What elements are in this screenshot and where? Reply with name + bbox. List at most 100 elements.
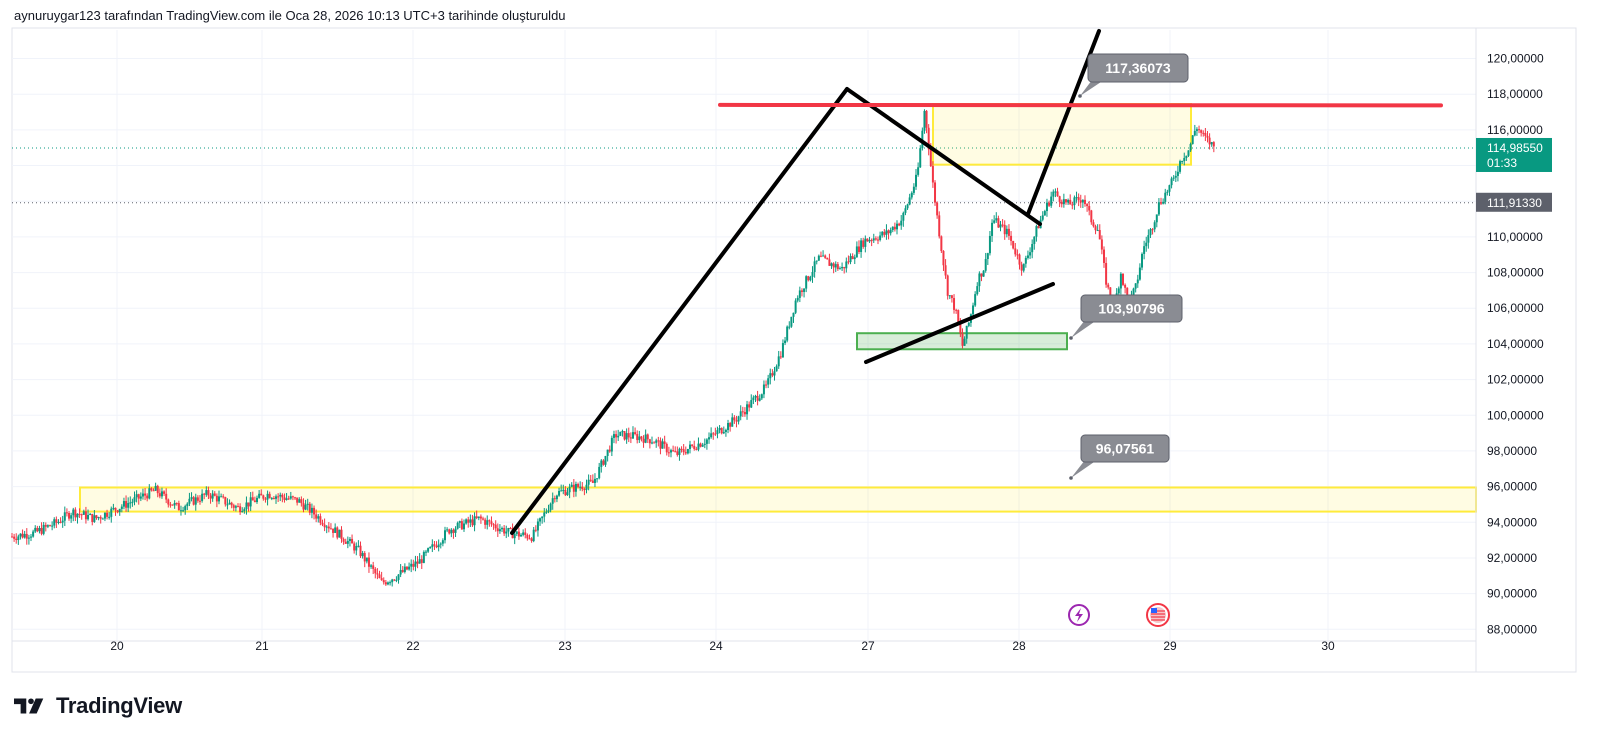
candle-body [756,395,759,401]
candle-body [228,502,231,505]
candle-body [604,455,607,465]
candle-body [160,491,163,497]
candle-body [217,496,220,502]
candle-body [55,519,58,523]
candle-body [283,497,286,500]
candle-body [627,433,630,438]
candle-body [1200,130,1203,133]
callout-anchor [1069,476,1073,480]
candle-body [959,323,962,334]
candle-body [811,271,814,277]
candle-body [479,516,482,519]
candle-body [606,449,609,456]
candle-body [655,440,658,443]
candle-body [697,443,700,450]
candle-body [739,411,742,417]
candle-body [1183,157,1186,161]
candle-body [593,478,596,483]
candle-body [870,240,873,242]
price-tick-label: 108,00000 [1487,266,1544,280]
price-tick-label: 88,00000 [1487,622,1537,636]
candle-body [63,512,66,521]
candle-body [190,497,193,499]
candle-body [338,529,341,538]
candle-body [705,439,708,444]
candle-body [733,417,736,421]
candle-body [993,220,996,223]
candle-body [1071,204,1074,206]
candle-body [1109,287,1112,301]
time-tick-label: 24 [709,639,723,653]
candle-body [317,516,320,519]
candle-body [790,316,793,327]
candlestick-series [11,109,1215,587]
price-tick-label: 92,00000 [1487,551,1537,565]
candle-body [1145,242,1148,247]
candle-body [536,521,539,531]
candle-body [458,521,461,523]
candle-body [731,417,734,427]
tradingview-logo[interactable]: TradingView [14,693,182,719]
candle-body [581,486,584,490]
candle-body [1155,214,1158,223]
candle-body [146,495,149,499]
candle-body [454,528,457,533]
candle-body [648,439,651,444]
candle-body [798,290,801,298]
candle-body [748,404,751,408]
candle-body [205,490,208,495]
candle-body [1185,155,1188,158]
candle-body [95,515,98,519]
candle-body [420,559,423,563]
candle-body [669,450,672,453]
candle-body [1198,129,1201,131]
candle-body [872,238,875,241]
candle-body [323,524,326,528]
candle-body [106,512,109,517]
candle-body [716,430,719,434]
candle-body [19,533,22,537]
candle-body [264,498,267,500]
candle-body [862,240,865,247]
candle-body [792,312,795,317]
candle-body [355,546,358,551]
price-tick-label: 106,00000 [1487,301,1544,315]
price-tick-label: 104,00000 [1487,337,1544,351]
candle-body [1132,288,1135,295]
candle-body [997,218,1000,228]
candle-body [642,438,645,443]
candle-body [482,518,485,520]
candle-body [868,240,871,242]
candle-body [967,322,970,326]
candle-body [127,503,130,508]
price-tick-label: 110,00000 [1487,230,1543,244]
candle-body [467,519,470,523]
candle-body [712,433,715,435]
candle-body [46,525,49,527]
candle-body [824,255,827,258]
candle-body [786,326,789,341]
candle-body [192,497,195,505]
candle-body [585,484,588,490]
candle-body [460,521,463,530]
candle-body [281,494,284,498]
trend-line-rally [510,87,849,535]
candle-body [777,356,780,367]
candle-body [729,423,732,427]
candle-body [876,239,879,241]
us-economic-event-icon[interactable] [1146,603,1170,627]
candle-body [1062,199,1065,205]
candle-body [503,528,506,534]
candle-body [813,261,816,272]
candle-body [737,416,740,422]
candle-body [636,434,639,441]
candle-body [429,547,432,549]
candle-body [566,492,569,496]
earnings-flash-icon[interactable] [1068,604,1090,626]
callout-box [1080,294,1183,323]
candle-body [699,443,702,447]
candle-body [167,499,170,505]
candle-body [807,276,810,281]
candle-body [843,266,846,269]
